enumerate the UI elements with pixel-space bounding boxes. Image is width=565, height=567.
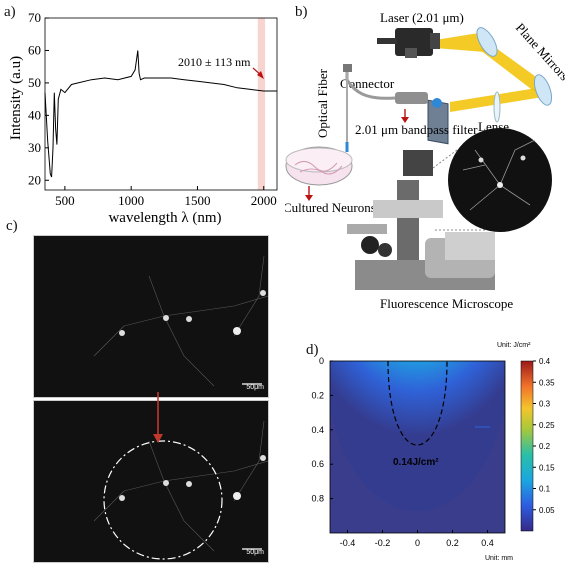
laser-beam (435, 32, 485, 52)
contour-label: 0.14J/cm² (393, 457, 439, 468)
microscope (347, 150, 495, 290)
panel-label-b: b) (295, 4, 308, 20)
spectrum-line (44, 50, 277, 178)
x-tick-label: 0.4 (481, 538, 494, 548)
illumination-circle (103, 440, 223, 560)
plot-frame (44, 17, 278, 191)
colorbar-tick-label: 0.25 (539, 421, 555, 430)
neuron-inset (448, 128, 552, 232)
mirror-bottom (533, 74, 553, 106)
y-tick-label: 60 (28, 42, 41, 57)
x-tick-label: 0.2 (446, 538, 459, 548)
annotation-arrow (252, 67, 264, 79)
mirror-top (476, 27, 498, 57)
colorbar-tick-label: 0.15 (539, 463, 555, 472)
panel-label-d: d) (306, 342, 319, 358)
panel-label-a: a) (4, 4, 16, 20)
colorbar-tick-label: 0.4 (539, 357, 551, 366)
contour-014 (387, 361, 448, 446)
y-tick-label: 50 (28, 75, 41, 90)
y-axis-label: Intensity (a.u) (8, 56, 24, 140)
y-tick-label: 70 (28, 10, 41, 25)
colorbar-tick-label: 0.35 (539, 378, 555, 387)
y-tick-label: 0.4 (311, 425, 324, 435)
neuron-image-top: 50μm (33, 235, 269, 398)
scale-bar-top: 50μm (246, 384, 264, 391)
fiber-label: Optical Fiber (315, 68, 330, 138)
laser-label: Laser (2.01 μm) (380, 10, 464, 25)
fluence-heatmap: 0.14J/cm² -0.4 -0.2 0 0.2 0.4 0 0.2 0.4 0.6 0.8 U… (311, 342, 555, 562)
colorbar-tick-label: 0.2 (539, 442, 551, 451)
colorbar-tick-label: 0.3 (539, 400, 551, 409)
peak-annotation: 2010 ± 113 nm (178, 55, 251, 69)
neuron-image-bottom: 50μm (33, 400, 269, 563)
y-tick-label: 30 (28, 140, 41, 155)
y-tick-label: 20 (28, 172, 41, 187)
x-tick-label: -0.4 (340, 538, 356, 548)
x-tick-label: 500 (55, 193, 75, 208)
y-tick-label: 0 (319, 356, 324, 366)
scale-bar-bottom: 50μm (246, 549, 264, 556)
x-unit-label: Unit: mm (485, 555, 513, 562)
setup-diagram: Laser (2.01 μm) Plane Mirrors Lense Conn… (285, 10, 565, 311)
neurons-label: Cultured Neurons (285, 200, 376, 215)
microscope-label: Fluorescence Microscope (380, 296, 513, 311)
filter-label: 2.01 μm bandpass filter (355, 122, 478, 137)
transition-arrow (153, 392, 163, 443)
x-axis-label: wavelength λ (nm) (108, 210, 221, 226)
y-tick-label: 0.8 (311, 494, 324, 504)
lense-element (493, 91, 501, 123)
highlight-band (257, 18, 266, 190)
colorbar-tick-label: 0.05 (539, 506, 555, 515)
x-tick-label: 0 (415, 538, 420, 548)
spectrum-chart: Intensity (a.u) wavelength λ (nm) 500 100… (8, 10, 278, 226)
colorbar-tick-label: 0.1 (539, 485, 551, 494)
y-tick-label: 0.6 (311, 459, 324, 469)
colorbar-title: Unit: J/cm² (497, 342, 531, 349)
x-tick-label: -0.2 (375, 538, 391, 548)
x-tick-label: 1500 (184, 193, 210, 208)
panel-label-c: c) (6, 218, 18, 234)
colorbar (520, 360, 534, 532)
x-tick-label: 1000 (118, 193, 144, 208)
x-tick-label: 2000 (251, 193, 277, 208)
y-tick-label: 0.2 (311, 390, 324, 400)
laser-device (377, 28, 440, 58)
heatmap-field (330, 361, 505, 511)
y-tick-label: 40 (28, 107, 41, 122)
